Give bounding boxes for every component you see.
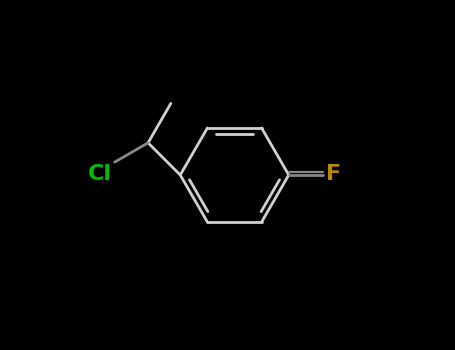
Text: Cl: Cl bbox=[88, 164, 112, 184]
Text: F: F bbox=[326, 164, 341, 184]
